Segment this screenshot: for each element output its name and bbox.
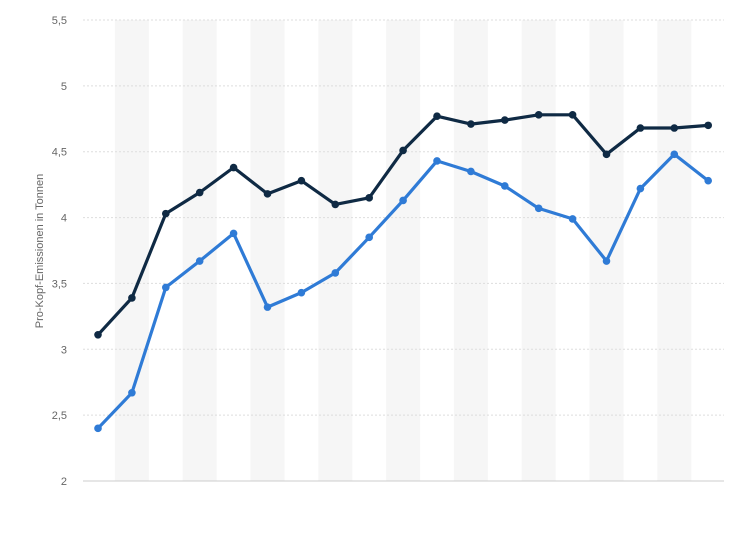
data-point[interactable] xyxy=(128,388,136,397)
y-tick-label: 2 xyxy=(61,476,67,488)
data-point[interactable] xyxy=(602,150,611,159)
series-2 xyxy=(94,150,712,433)
column-band xyxy=(386,20,421,481)
data-point[interactable] xyxy=(501,182,509,190)
data-point[interactable] xyxy=(128,294,136,302)
data-point[interactable] xyxy=(263,303,272,311)
data-point[interactable] xyxy=(297,288,306,297)
y-axis-title: Pro-Kopf-Emissionen in Tonnen xyxy=(34,174,46,329)
column-bands xyxy=(114,20,692,481)
data-point[interactable] xyxy=(195,188,204,197)
data-point[interactable] xyxy=(636,184,645,193)
data-point[interactable] xyxy=(534,111,543,119)
y-tick-label: 4,5 xyxy=(52,147,67,159)
series-1 xyxy=(94,111,712,339)
y-tick-label: 5,5 xyxy=(52,15,67,27)
data-point[interactable] xyxy=(297,176,306,185)
column-band xyxy=(521,20,556,481)
data-point[interactable] xyxy=(433,157,441,165)
data-point[interactable] xyxy=(195,257,204,265)
y-tick-label: 3,5 xyxy=(52,278,67,290)
data-point[interactable] xyxy=(534,204,543,213)
column-band xyxy=(589,20,624,481)
column-band xyxy=(318,20,353,481)
data-point[interactable] xyxy=(399,146,407,155)
data-point[interactable] xyxy=(704,121,712,130)
data-point[interactable] xyxy=(670,124,679,132)
data-point[interactable] xyxy=(94,330,102,339)
data-point[interactable] xyxy=(602,257,611,265)
data-point[interactable] xyxy=(331,269,340,277)
data-point[interactable] xyxy=(568,215,577,223)
column-band xyxy=(453,20,488,481)
data-point[interactable] xyxy=(433,112,441,120)
data-point[interactable] xyxy=(365,194,374,202)
data-point[interactable] xyxy=(467,167,475,176)
data-point[interactable] xyxy=(704,176,712,185)
y-tick-label: 5 xyxy=(61,81,67,93)
data-point[interactable] xyxy=(94,424,102,433)
data-point[interactable] xyxy=(229,229,238,238)
column-band xyxy=(657,20,692,481)
data-point[interactable] xyxy=(501,116,509,124)
column-band xyxy=(114,20,149,481)
y-tick-label: 3 xyxy=(61,344,67,356)
data-point[interactable] xyxy=(162,209,170,218)
y-tick-label: 2,5 xyxy=(52,410,67,422)
data-point[interactable] xyxy=(365,233,374,242)
series-group xyxy=(94,111,712,433)
data-point[interactable] xyxy=(263,190,272,198)
y-tick-label: 4 xyxy=(61,213,67,225)
y-axis-ticks: 2 2,5 3 3,5 4 4,5 5 5,5 xyxy=(52,15,67,488)
data-point[interactable] xyxy=(399,196,407,205)
data-point[interactable] xyxy=(670,150,679,159)
data-point[interactable] xyxy=(467,120,475,128)
column-band xyxy=(250,20,285,481)
data-point[interactable] xyxy=(229,163,238,172)
data-point[interactable] xyxy=(331,200,340,209)
data-point[interactable] xyxy=(636,124,645,132)
data-point[interactable] xyxy=(568,111,577,119)
data-point[interactable] xyxy=(162,283,170,292)
